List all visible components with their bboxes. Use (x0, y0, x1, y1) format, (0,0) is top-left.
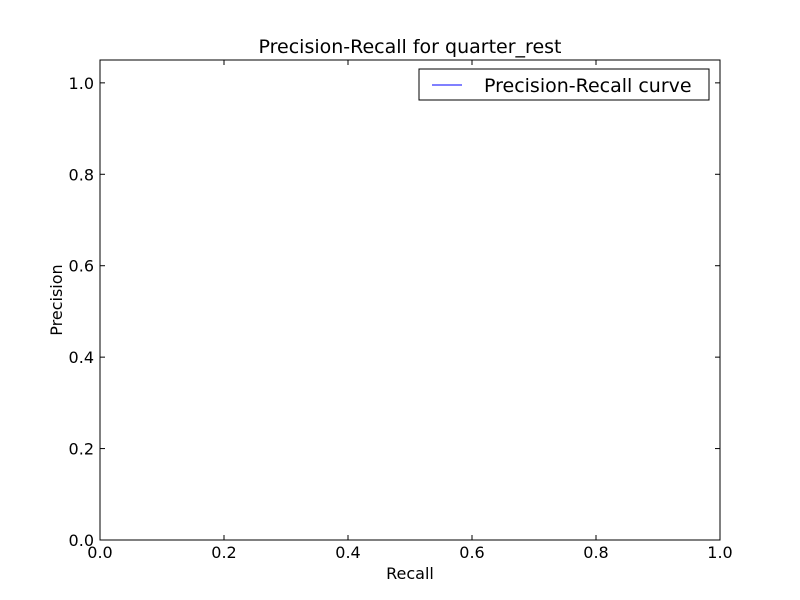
y-axis-ticks: 0.0 0.2 0.4 0.6 0.8 1.0 (69, 74, 720, 550)
chart-title: Precision-Recall for quarter_rest (259, 36, 562, 58)
x-axis-label: Recall (386, 564, 434, 583)
axes-frame (99, 59, 721, 541)
plot-area: 0.0 0.2 0.4 0.6 0.8 1.0 0.0 0.2 0.4 0.6 0.8 1.0 (69, 59, 733, 562)
legend: Precision-Recall curve (418, 68, 710, 101)
x-tick-label-0: 0.0 (87, 543, 112, 562)
legend-label: Precision-Recall curve (484, 75, 692, 97)
x-axis-ticks: 0.0 0.2 0.4 0.6 0.8 1.0 (87, 60, 733, 562)
legend-box (418, 68, 710, 101)
y-tick-label-0: 0.0 (69, 531, 94, 550)
y-tick-label-3: 0.6 (69, 257, 94, 276)
x-tick-label-4: 0.8 (583, 543, 608, 562)
x-tick-label-3: 0.6 (459, 543, 484, 562)
y-tick-label-5: 1.0 (69, 74, 94, 93)
x-tick-label-5: 1.0 (707, 543, 732, 562)
x-tick-label-2: 0.4 (335, 543, 360, 562)
y-tick-label-2: 0.4 (69, 348, 94, 367)
y-tick-label-1: 0.2 (69, 440, 94, 459)
y-tick-label-4: 0.8 (69, 165, 94, 184)
y-axis-label: Precision (47, 264, 66, 335)
x-tick-label-1: 0.2 (211, 543, 236, 562)
